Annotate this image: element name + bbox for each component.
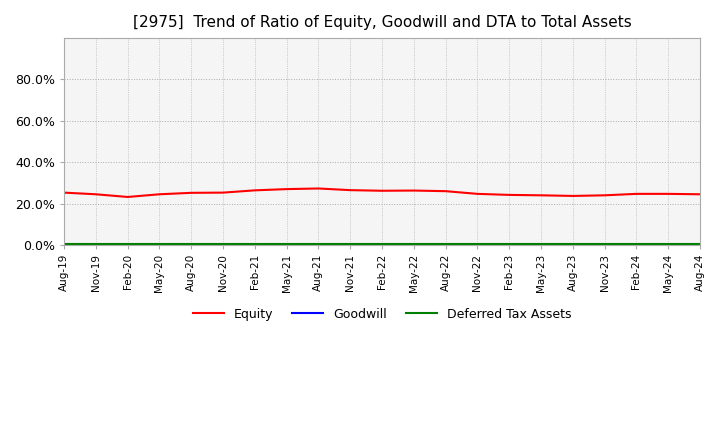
Deferred Tax Assets [600, 242, 609, 247]
Goodwill [251, 242, 259, 248]
Deferred Tax Assets [664, 242, 672, 247]
Equity [346, 187, 354, 193]
Equity [91, 192, 100, 197]
Equity [155, 192, 163, 197]
Deferred Tax Assets [91, 242, 100, 247]
Goodwill [282, 242, 291, 248]
Deferred Tax Assets [251, 242, 259, 247]
Goodwill [410, 242, 418, 248]
Deferred Tax Assets [473, 242, 482, 247]
Equity [536, 193, 545, 198]
Deferred Tax Assets [441, 242, 450, 247]
Deferred Tax Assets [505, 242, 513, 247]
Goodwill [155, 242, 163, 248]
Equity [282, 187, 291, 192]
Goodwill [60, 242, 68, 248]
Equity [187, 190, 196, 195]
Line: Equity: Equity [64, 188, 700, 197]
Deferred Tax Assets [569, 242, 577, 247]
Deferred Tax Assets [123, 242, 132, 247]
Equity [60, 190, 68, 195]
Equity [378, 188, 387, 194]
Goodwill [505, 242, 513, 248]
Equity [441, 188, 450, 194]
Goodwill [91, 242, 100, 248]
Deferred Tax Assets [346, 242, 354, 247]
Goodwill [441, 242, 450, 248]
Equity [219, 190, 228, 195]
Goodwill [632, 242, 641, 248]
Legend: Equity, Goodwill, Deferred Tax Assets: Equity, Goodwill, Deferred Tax Assets [187, 303, 577, 326]
Goodwill [346, 242, 354, 248]
Deferred Tax Assets [378, 242, 387, 247]
Goodwill [600, 242, 609, 248]
Goodwill [123, 242, 132, 248]
Deferred Tax Assets [282, 242, 291, 247]
Equity [505, 192, 513, 198]
Equity [569, 193, 577, 198]
Deferred Tax Assets [536, 242, 545, 247]
Goodwill [696, 242, 704, 248]
Goodwill [569, 242, 577, 248]
Goodwill [664, 242, 672, 248]
Goodwill [314, 242, 323, 248]
Deferred Tax Assets [696, 242, 704, 247]
Equity [410, 188, 418, 193]
Equity [473, 191, 482, 197]
Deferred Tax Assets [155, 242, 163, 247]
Goodwill [219, 242, 228, 248]
Equity [664, 191, 672, 197]
Deferred Tax Assets [60, 242, 68, 247]
Equity [314, 186, 323, 191]
Equity [600, 193, 609, 198]
Deferred Tax Assets [632, 242, 641, 247]
Goodwill [187, 242, 196, 248]
Deferred Tax Assets [219, 242, 228, 247]
Equity [632, 191, 641, 197]
Equity [251, 188, 259, 193]
Deferred Tax Assets [314, 242, 323, 247]
Deferred Tax Assets [410, 242, 418, 247]
Title: [2975]  Trend of Ratio of Equity, Goodwill and DTA to Total Assets: [2975] Trend of Ratio of Equity, Goodwil… [132, 15, 631, 30]
Goodwill [473, 242, 482, 248]
Goodwill [536, 242, 545, 248]
Equity [123, 194, 132, 200]
Goodwill [378, 242, 387, 248]
Equity [696, 192, 704, 197]
Deferred Tax Assets [187, 242, 196, 247]
